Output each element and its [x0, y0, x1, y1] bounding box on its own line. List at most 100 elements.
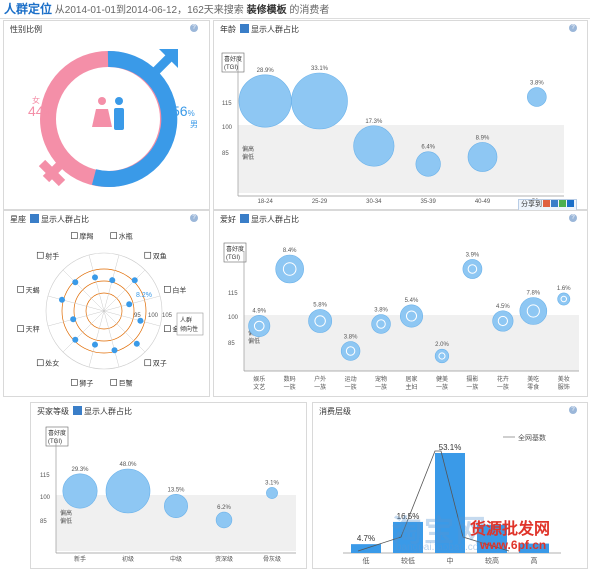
data-label: 1.6% — [557, 286, 571, 292]
radar-spoke — [62, 269, 105, 312]
constellation-icon — [71, 379, 78, 386]
show-ratio-checkbox[interactable] — [240, 214, 249, 223]
hobby-icon — [405, 310, 418, 322]
radar-point — [72, 279, 79, 286]
x-tick-label: 一族 — [375, 383, 387, 391]
radar-axis-label: 人群 — [180, 316, 192, 324]
help-icon[interactable]: ? — [569, 214, 577, 222]
data-label: 4.5% — [496, 304, 510, 310]
data-label: 17.3% — [365, 119, 383, 125]
share-weibo-icon[interactable] — [543, 200, 550, 207]
show-ratio-checkbox[interactable] — [73, 406, 82, 415]
constellation-label: 处女 — [45, 359, 59, 368]
radar-point — [70, 316, 77, 323]
female-cross — [38, 157, 68, 187]
data-label: 48.0% — [119, 462, 137, 468]
constellation-icon — [110, 379, 117, 386]
data-bubble — [164, 494, 188, 518]
show-ratio-label: 显示人群占比 — [41, 215, 89, 224]
hobby-icon — [345, 346, 356, 356]
constellation-title-text: 星座 — [10, 215, 26, 224]
share-qq-icon[interactable] — [551, 200, 558, 207]
search-keyword: 装修模板 — [246, 5, 287, 16]
consume-bar — [393, 521, 423, 553]
x-tick-label: 居家 — [405, 375, 417, 383]
y-tick-label: 115 — [222, 101, 232, 107]
help-icon[interactable]: ? — [569, 24, 577, 32]
radar-ring — [73, 280, 135, 342]
share-more-icon[interactable] — [567, 200, 574, 207]
help-icon[interactable]: ? — [569, 406, 577, 414]
x-tick-label: 25-29 — [312, 199, 328, 205]
data-bubble — [519, 297, 548, 325]
x-tick-label: 一族 — [284, 383, 296, 391]
y-tick-label: 85 — [228, 341, 235, 347]
data-bubble — [492, 310, 514, 332]
radar-point — [72, 336, 79, 343]
percent-sign: % — [187, 109, 195, 118]
x-tick-label: 初级 — [122, 555, 134, 563]
male-percent: 56% — [172, 103, 195, 119]
data-bubble — [238, 74, 292, 128]
x-tick-label: 主妇 — [405, 383, 417, 391]
x-tick-label: 一族 — [345, 383, 357, 391]
data-label: 28.9% — [257, 68, 275, 74]
hobby-icon — [497, 315, 508, 327]
radar-ring — [85, 292, 123, 330]
show-ratio-checkbox[interactable] — [30, 214, 39, 223]
female-figure-head — [98, 97, 106, 105]
radar-point — [91, 341, 98, 348]
watermark-logo-sub: bangpai.taobao.com — [396, 542, 487, 553]
x-tick-label: 中 — [447, 556, 454, 565]
x-tick-label: 文艺 — [253, 383, 265, 391]
male-label: 男 — [190, 120, 198, 129]
y-tick-label: 115 — [228, 291, 238, 297]
data-label: 6.2% — [217, 505, 231, 511]
constellation-label: 水瓶 — [119, 232, 133, 241]
radar-spoke — [103, 310, 120, 368]
tgi-axis-label-unit: (TGI) — [224, 65, 238, 71]
x-tick-label: 低 — [363, 556, 370, 565]
consume-panel-title: 消费层级 — [319, 407, 351, 416]
radar-spoke — [47, 295, 105, 312]
help-icon[interactable]: ? — [190, 214, 198, 222]
data-label: 3.8% — [374, 308, 388, 314]
x-tick-label: 一族 — [436, 383, 448, 391]
constellation-icon — [17, 325, 24, 332]
female-percent-value: 44 — [28, 103, 44, 119]
x-tick-label: 美吃 — [527, 375, 539, 383]
radar-axis-label: 倾向性 — [180, 325, 198, 333]
data-bubble — [266, 487, 278, 499]
male-arrowhead — [159, 49, 178, 68]
constellation-label: 射手 — [45, 251, 59, 260]
constellation-icon — [164, 325, 171, 332]
x-tick-label: 健美 — [436, 375, 448, 383]
share-renren-icon[interactable] — [559, 200, 566, 207]
radar-ring-label: 105 — [162, 313, 173, 319]
y-tick-label: 100 — [222, 125, 233, 131]
data-bubble — [557, 292, 571, 306]
help-icon[interactable]: ? — [190, 24, 198, 32]
tgi-axis-label: 喜好度 — [48, 429, 66, 437]
male-figure-head — [115, 97, 123, 105]
page-subtitle: 从2014-01-01到2014-06-12，162天来搜索 — [54, 5, 244, 16]
female-label: 女 — [32, 96, 40, 105]
constellation-icon — [17, 286, 24, 293]
x-tick-label: 户外 — [314, 375, 326, 383]
x-tick-label: 运动 — [345, 375, 357, 383]
data-bubble — [215, 511, 233, 529]
data-label: 8.9% — [476, 135, 490, 141]
male-figure-body — [114, 108, 124, 130]
data-label: 5.8% — [313, 302, 327, 308]
tgi-label-box — [45, 426, 69, 447]
constellation-icon — [110, 232, 117, 239]
constellation-label: 巨蟹 — [119, 378, 133, 387]
show-ratio-checkbox[interactable] — [240, 24, 249, 33]
data-bubble — [105, 468, 151, 514]
radar-spoke — [62, 310, 105, 353]
x-tick-label: 18-24 — [257, 199, 273, 205]
tgi-label-box — [223, 242, 247, 263]
hobby-icon — [314, 315, 326, 327]
x-tick-label: 服饰 — [558, 383, 570, 391]
